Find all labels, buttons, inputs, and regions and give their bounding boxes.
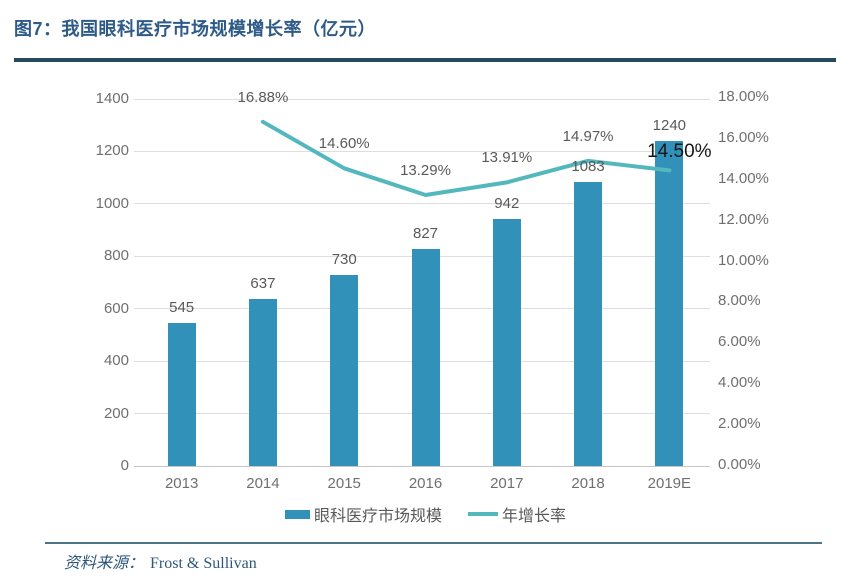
left-axis-tick-label: 800 bbox=[103, 247, 129, 265]
legend-item-growth-rate: 年增长率 bbox=[468, 502, 566, 526]
growth-label: 13.29% bbox=[400, 162, 451, 180]
right-axis-tick-label: 2.00% bbox=[718, 415, 761, 433]
legend-label-growth-rate: 年增长率 bbox=[502, 508, 567, 525]
right-axis-tick-label: 12.00% bbox=[718, 210, 769, 228]
x-axis-category-label: 2018 bbox=[571, 475, 605, 492]
left-axis-tick-label: 400 bbox=[103, 352, 129, 370]
right-axis-tick-label: 8.00% bbox=[718, 292, 761, 310]
growth-rate-line-path bbox=[260, 119, 672, 197]
bar bbox=[655, 140, 684, 466]
source-note: 资料来源： Frost & Sullivan bbox=[64, 549, 257, 573]
bar bbox=[492, 219, 521, 466]
left-axis-tick-label: 200 bbox=[103, 404, 129, 422]
gridline bbox=[134, 98, 710, 100]
growth-label: 13.91% bbox=[481, 149, 533, 167]
bar bbox=[330, 274, 359, 466]
growth-label: 14.97% bbox=[562, 127, 614, 145]
bar-value-label: 1240 bbox=[652, 116, 687, 134]
growth-label-highlighted: 14.50% bbox=[647, 141, 712, 163]
bar-value-label: 730 bbox=[331, 250, 357, 268]
right-axis-tick-label: 4.00% bbox=[718, 374, 761, 392]
source-label: 资料来源： bbox=[64, 555, 145, 572]
x-axis-category-label: 2015 bbox=[327, 475, 361, 492]
line-series-swatch-icon bbox=[468, 512, 498, 516]
gridline bbox=[134, 150, 710, 152]
right-axis-tick-label: 16.00% bbox=[718, 128, 769, 146]
right-axis-tick-label: 6.00% bbox=[718, 333, 761, 351]
bar bbox=[248, 299, 277, 466]
bar-value-label: 637 bbox=[250, 275, 276, 292]
left-axis-tick-label: 0 bbox=[120, 457, 129, 474]
growth-label: 14.60% bbox=[318, 135, 370, 153]
x-axis-category-label: 2013 bbox=[164, 475, 199, 492]
bar bbox=[574, 182, 603, 466]
x-axis-category-label: 2016 bbox=[408, 475, 443, 492]
right-axis-tick-label: 0.00% bbox=[718, 456, 761, 473]
right-axis-tick-label: 14.00% bbox=[718, 169, 769, 187]
bar bbox=[167, 323, 196, 466]
chart-legend: 眼科医疗市场规模 年增长率 bbox=[141, 502, 710, 526]
bar-value-label: 545 bbox=[169, 299, 195, 317]
figure-title: 图7：我国眼科医疗市场规模增长率（亿元） bbox=[14, 19, 377, 39]
legend-label-market-size: 眼科医疗市场规模 bbox=[313, 508, 442, 525]
bar-value-label: 942 bbox=[494, 195, 520, 213]
legend-item-market-size: 眼科医疗市场规模 bbox=[284, 502, 442, 526]
source-value: Frost & Sullivan bbox=[150, 555, 257, 572]
bar-value-label: 1083 bbox=[571, 158, 605, 176]
growth-label: 16.88% bbox=[237, 88, 289, 106]
left-axis-tick-label: 1000 bbox=[95, 194, 129, 212]
right-axis-tick-label: 10.00% bbox=[718, 251, 769, 269]
left-axis-tick-label: 600 bbox=[103, 299, 129, 317]
x-axis-category-label: 2017 bbox=[490, 475, 524, 492]
x-axis-category-label: 2014 bbox=[246, 475, 280, 492]
left-axis-tick-label: 1200 bbox=[95, 142, 129, 160]
bar-series-swatch-icon bbox=[284, 509, 310, 519]
title-divider-rule bbox=[14, 58, 836, 62]
right-axis-tick-label: 18.00% bbox=[718, 88, 769, 105]
x-axis-category-label: 2019E bbox=[647, 475, 692, 492]
bar-value-label: 827 bbox=[412, 225, 439, 243]
x-axis-line bbox=[134, 465, 710, 467]
source-divider-rule bbox=[45, 542, 822, 544]
bar bbox=[411, 249, 440, 466]
gridline bbox=[134, 203, 710, 205]
left-axis-tick-label: 1400 bbox=[95, 90, 129, 107]
